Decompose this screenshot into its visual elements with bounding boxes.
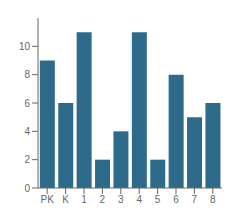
svg-text:5: 5 bbox=[155, 194, 161, 205]
svg-text:2: 2 bbox=[100, 194, 106, 205]
svg-text:3: 3 bbox=[118, 194, 124, 205]
svg-text:2: 2 bbox=[24, 154, 30, 165]
svg-text:PK: PK bbox=[41, 194, 55, 205]
svg-text:8: 8 bbox=[24, 69, 30, 80]
svg-text:4: 4 bbox=[24, 126, 30, 137]
svg-text:7: 7 bbox=[192, 194, 198, 205]
svg-text:K: K bbox=[62, 194, 69, 205]
svg-text:0: 0 bbox=[24, 183, 30, 194]
svg-text:1: 1 bbox=[81, 194, 87, 205]
svg-text:6: 6 bbox=[24, 98, 30, 109]
svg-text:6: 6 bbox=[173, 194, 179, 205]
svg-text:8: 8 bbox=[210, 194, 216, 205]
svg-text:10: 10 bbox=[19, 41, 31, 52]
svg-text:4: 4 bbox=[136, 194, 142, 205]
